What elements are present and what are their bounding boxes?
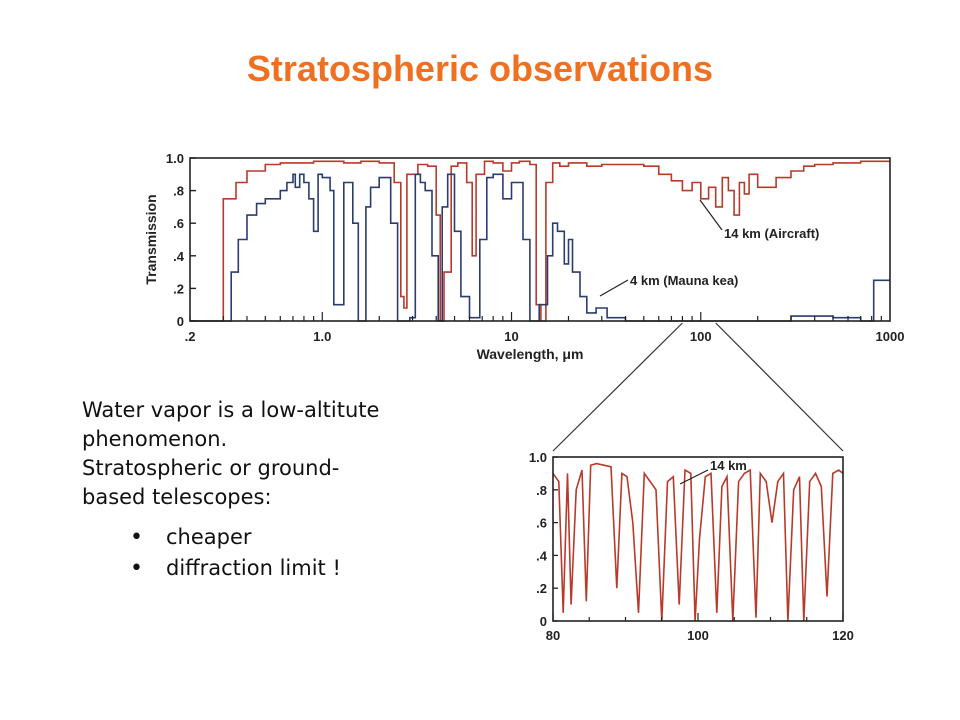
x-tick-label: .2 [185, 329, 196, 344]
inset-x-tick-label: 120 [832, 628, 854, 643]
paragraph-line: phenomenon. [82, 427, 228, 451]
bullet-item: • diffraction limit ! [130, 553, 462, 584]
zoom-connector-left [552, 322, 683, 452]
inset-y-tick-label: 1.0 [529, 450, 547, 465]
bullet-icon: • [130, 525, 143, 550]
y-axis-label: Transmission [143, 194, 159, 284]
annotation-leader [699, 199, 723, 231]
y-tick-label: .4 [173, 249, 185, 264]
annotation-aircraft: 14 km (Aircraft) [724, 226, 819, 241]
inset-x-tick-label: 100 [687, 628, 709, 643]
bullet-list: • cheaper • diffraction limit ! [82, 522, 462, 584]
annotation-mauna-kea: 4 km (Mauna kea) [630, 273, 738, 288]
inset-y-tick-label: 0 [540, 614, 547, 629]
bullet-item: • cheaper [130, 522, 462, 553]
series-mauna-kea-line [190, 173, 890, 322]
bullet-icon: • [130, 556, 143, 581]
inset-y-tick-label: .2 [536, 581, 547, 596]
zoom-connector-right [715, 322, 844, 452]
inset-series-line [552, 462, 844, 622]
x-tick-label: 1000 [876, 329, 905, 344]
x-tick-label: 100 [690, 329, 712, 344]
x-axis-label: Wavelength, μm [477, 346, 584, 362]
paragraph-line: based telescopes: [82, 485, 272, 509]
slide-title: Stratospheric observations [246, 48, 714, 89]
plot-frame [189, 157, 891, 322]
y-tick-label: 1.0 [166, 151, 184, 166]
y-tick-label: 0 [177, 314, 184, 329]
y-tick-label: .6 [173, 216, 184, 231]
y-tick-label: .8 [173, 184, 184, 199]
inset-y-tick-label: .4 [536, 548, 548, 563]
annotation-leader [599, 279, 629, 297]
y-tick-label: .2 [173, 281, 184, 296]
inset-y-tick-label: .8 [536, 483, 547, 498]
x-tick-label: 1.0 [313, 329, 331, 344]
inset-annotation-leader [679, 469, 709, 485]
description-text: Water vapor is a low-altitute phenomenon… [82, 396, 462, 584]
paragraph-line: Stratospheric or ground- [82, 456, 340, 480]
paragraph-line: Water vapor is a low-altitute [82, 398, 380, 422]
inset-y-tick-label: .6 [536, 516, 547, 531]
inset-x-tick-label: 80 [546, 628, 560, 643]
x-tick-label: 10 [504, 329, 518, 344]
inset-annotation-14km: 14 km [710, 458, 747, 473]
series-aircraft-line [190, 160, 890, 322]
